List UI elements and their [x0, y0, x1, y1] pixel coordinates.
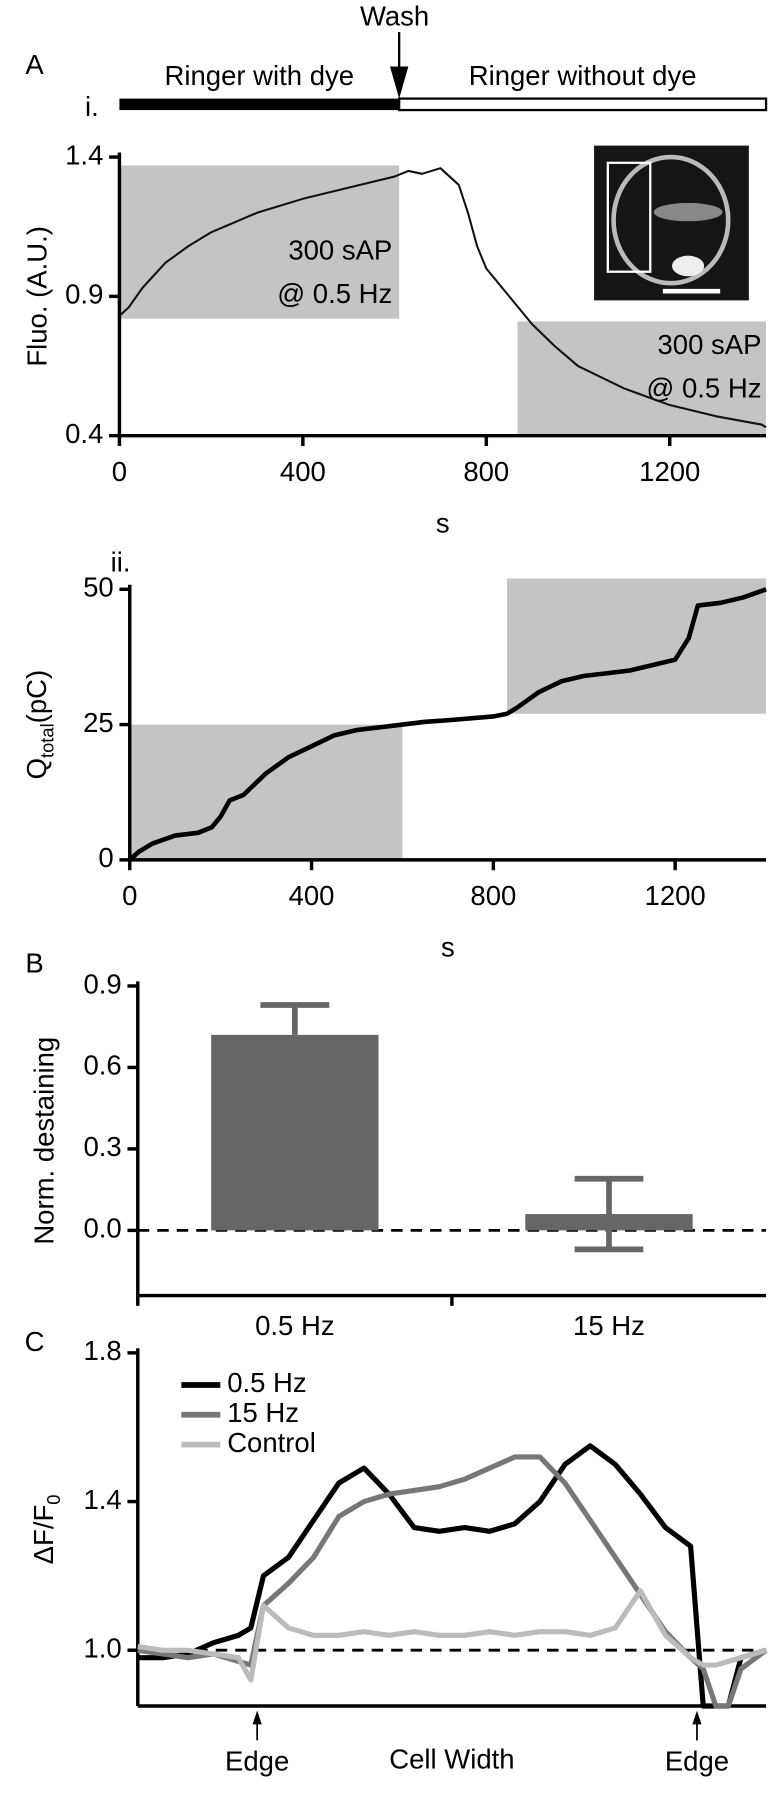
y-tick-label: 0.9 [65, 279, 103, 310]
y-tick-label: 0.6 [83, 1050, 121, 1081]
data-line [137, 1588, 767, 1683]
solution-bar-without-dye [398, 97, 768, 112]
cell-outline [611, 154, 731, 286]
y-tick-label: 0 [98, 842, 113, 873]
panel: 0 25 50 0 400 800 1200 ii. Qtotal(pC) s [21, 546, 767, 963]
x-axis-label: s [436, 507, 450, 538]
solution-label: Ringer without dye [469, 60, 697, 91]
x-axis-label: Cell Width [389, 1743, 514, 1774]
panel-label: B [25, 948, 43, 979]
y-axis-label-part: (pC) [21, 670, 52, 723]
x-tick-label: 400 [289, 880, 335, 911]
legend-label: 15 Hz [227, 1397, 299, 1428]
y-axis-label-part: total [36, 723, 57, 758]
data-line [137, 1443, 767, 1709]
panel-label: A [25, 49, 44, 80]
y-tick-label: 1.4 [65, 139, 103, 170]
y-tick-label: 0.4 [65, 418, 103, 449]
data-line [128, 587, 767, 862]
shaded-region [506, 578, 767, 714]
edge-arrowhead [252, 1710, 262, 1725]
y-tick-label: 0.9 [83, 968, 121, 999]
x-tick-label: 800 [463, 456, 509, 487]
bright-spot [672, 255, 705, 277]
panel-label: C [25, 1326, 45, 1357]
roi-box [606, 161, 652, 273]
region-label: @ 0.5 Hz [646, 372, 761, 403]
y-axis-label: ΔF/F0 [28, 1495, 64, 1565]
y-tick-label: 0.3 [83, 1131, 121, 1162]
panel: 300 sAP @ 0.5 Hz 300 sAP @ 0.5 Hz 0.4 0.9 1.4 0… [21, 1, 768, 538]
region-label: 300 sAP [288, 234, 392, 265]
solution-bar-with-dye [119, 98, 400, 111]
x-tick-label: 1200 [645, 880, 706, 911]
shaded-region [517, 321, 767, 436]
y-axis-label-part: 0 [43, 1495, 64, 1505]
panel: 0.0 0.3 0.6 0.9 B Norm. destaining 0.5 Hz 15 Hz [25, 948, 767, 1341]
y-tick-label: 1.4 [83, 1484, 121, 1515]
x-axis-label: s [441, 932, 455, 963]
x-tick-label: 0.5 Hz [255, 1310, 334, 1341]
y-axis-label: Norm. destaining [28, 1037, 59, 1245]
x-tick-label: 1200 [639, 456, 700, 487]
legend-label: 0.5 Hz [227, 1367, 306, 1398]
x-tick-label: 400 [280, 456, 326, 487]
inset-background [594, 145, 749, 301]
inset-image [594, 145, 749, 301]
bar [211, 1034, 379, 1231]
y-tick-label: 1.8 [83, 1335, 121, 1366]
wash-label: Wash [360, 1, 429, 32]
y-tick-label: 1.0 [83, 1632, 121, 1663]
x-tick-label: 0 [122, 880, 137, 911]
y-axis-label-part: ΔF/F [28, 1505, 59, 1565]
edge-arrowhead [692, 1710, 702, 1725]
wash-arrowhead [390, 66, 409, 99]
y-tick-label: 0.0 [83, 1213, 121, 1244]
cell-interior [653, 202, 723, 222]
sub-label: ii. [111, 546, 131, 577]
solution-label: Ringer with dye [165, 60, 355, 91]
shaded-region [119, 165, 400, 319]
region-label: @ 0.5 Hz [277, 278, 392, 309]
region-label: 300 sAP [657, 329, 761, 360]
y-axis-label-part: Q [21, 758, 52, 779]
edge-label: Edge [665, 1746, 729, 1777]
sub-label: i. [85, 91, 99, 122]
x-tick-label: 0 [112, 456, 127, 487]
x-tick-label: 800 [470, 880, 516, 911]
y-tick-label: 50 [83, 572, 114, 603]
y-axis-label: Fluo. (A.U.) [21, 226, 52, 367]
data-line [118, 167, 767, 429]
legend-label: Control [227, 1427, 316, 1458]
data-line [137, 1454, 768, 1709]
edge-label: Edge [225, 1746, 289, 1777]
x-tick-label: 15 Hz [573, 1310, 645, 1341]
y-tick-label: 25 [83, 707, 114, 738]
y-axis-label: Qtotal(pC) [21, 670, 57, 780]
